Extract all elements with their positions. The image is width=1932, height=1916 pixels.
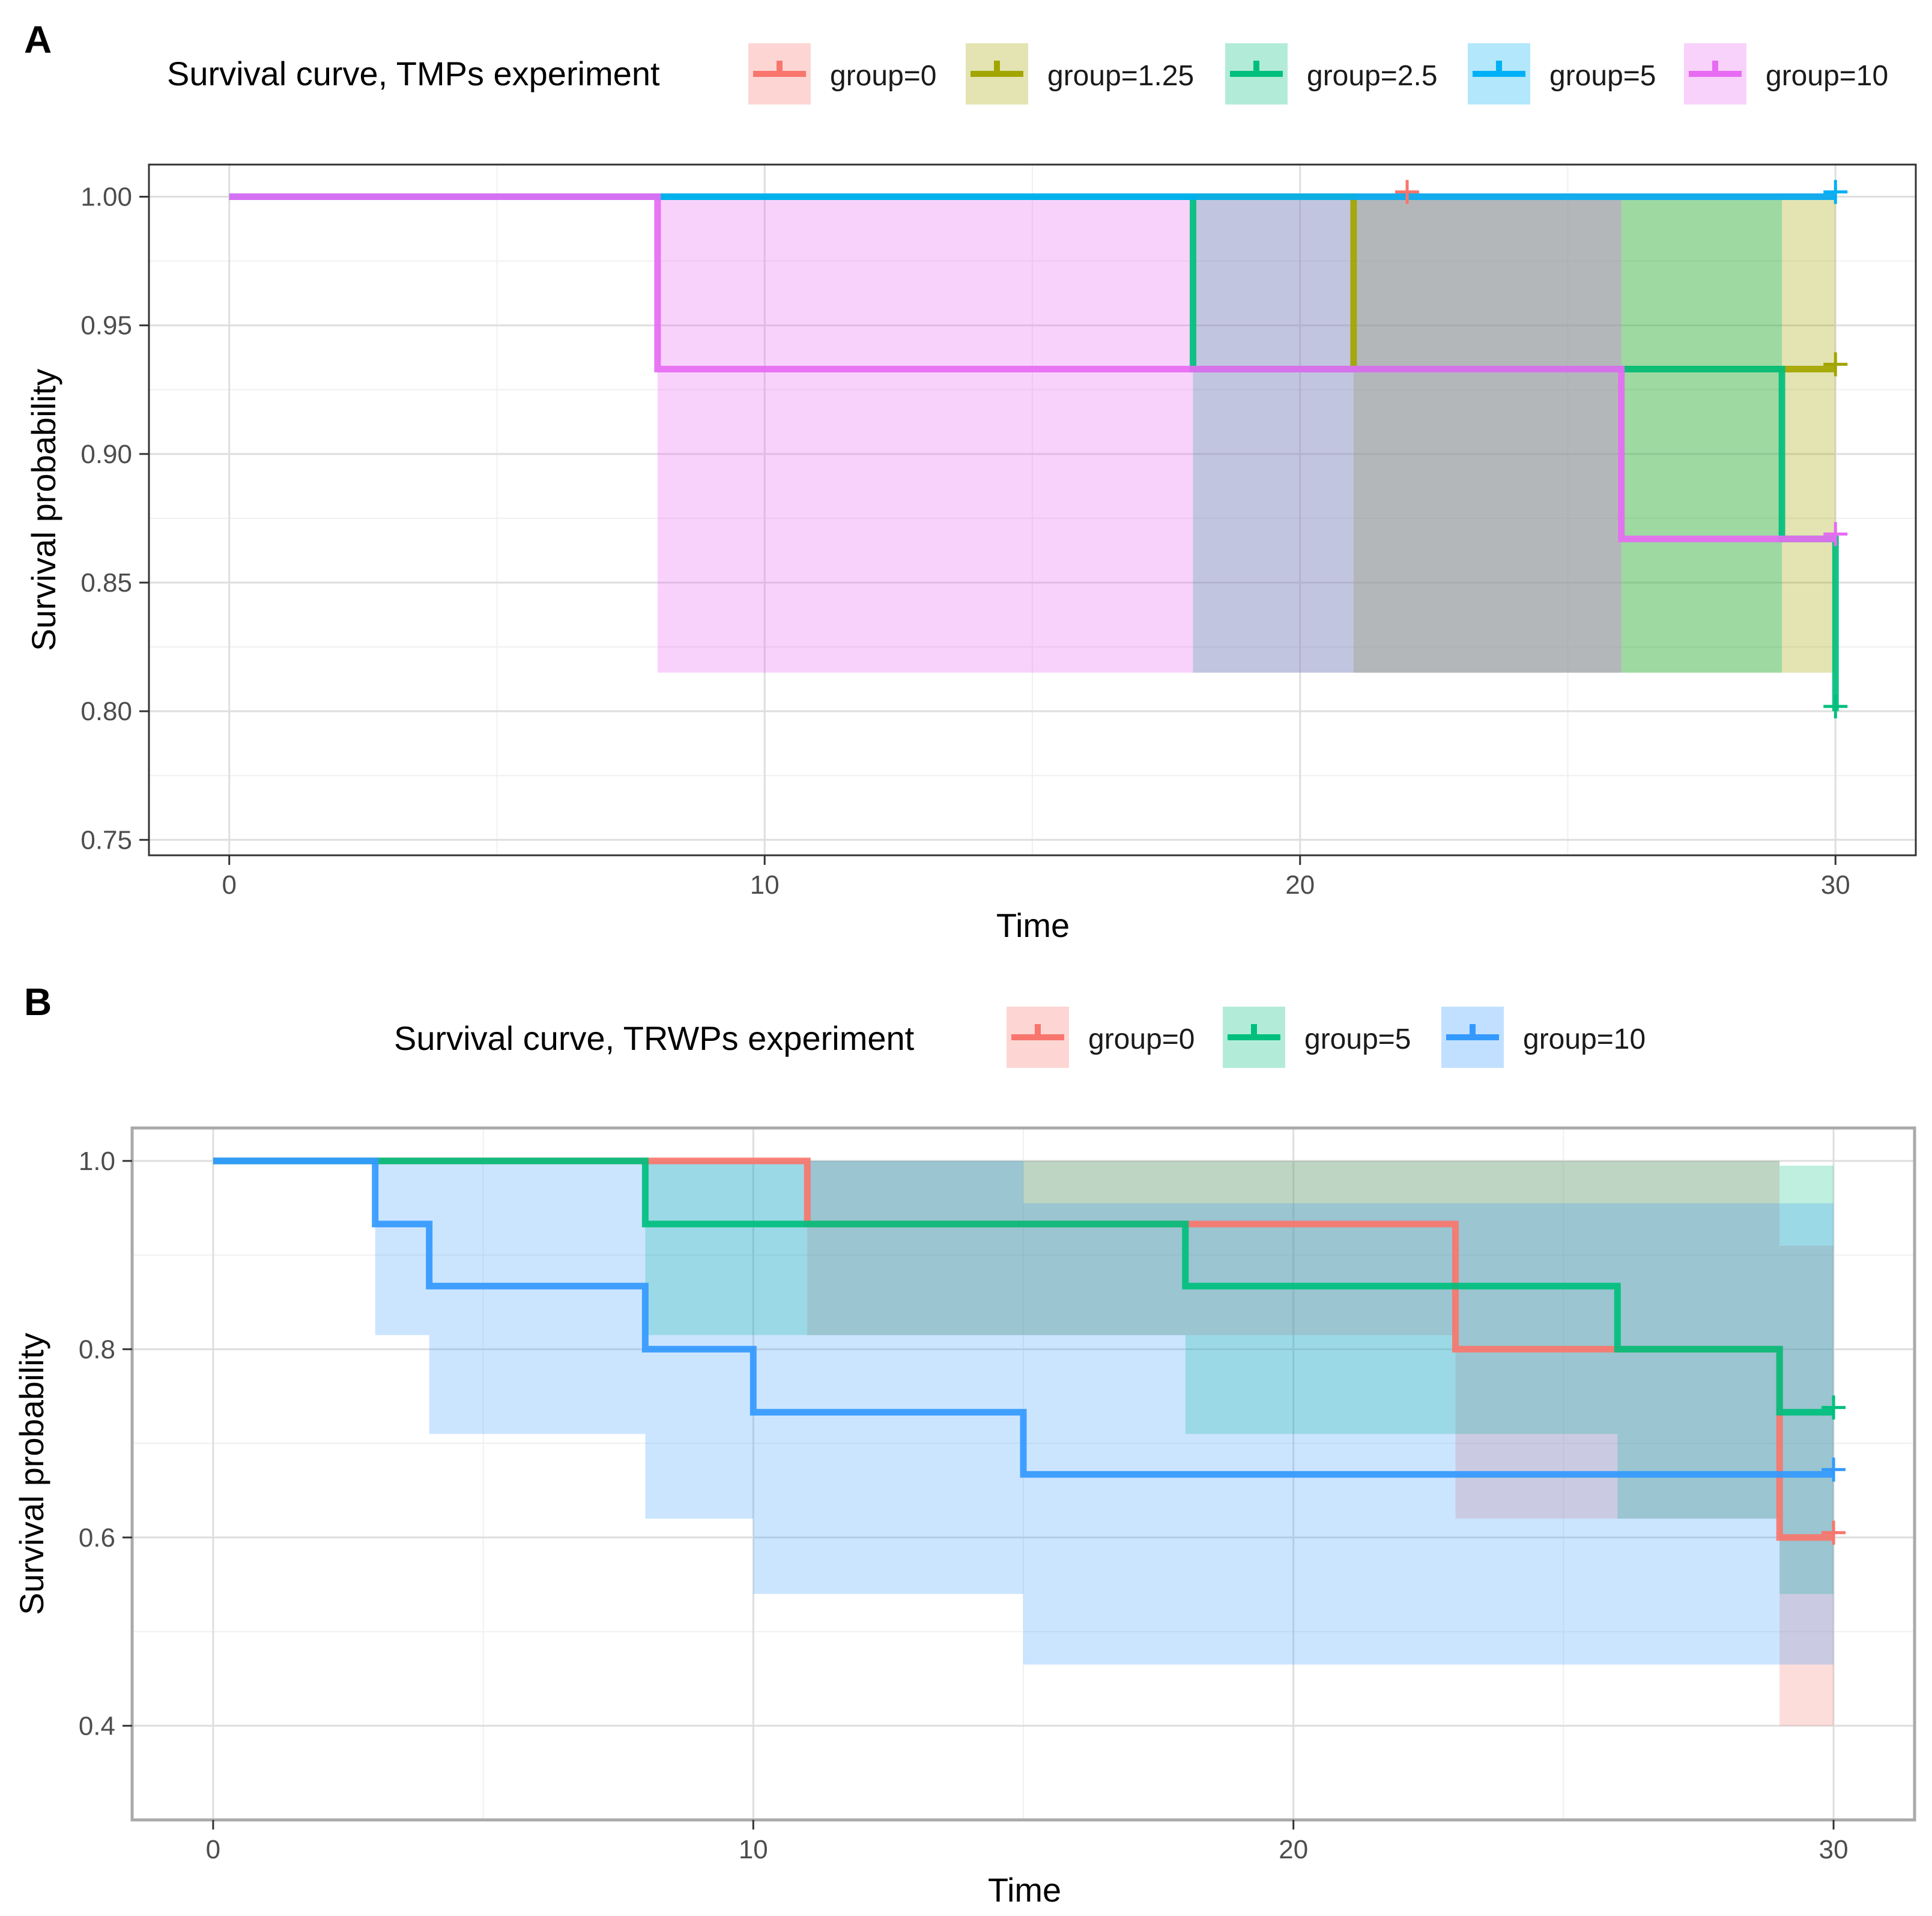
- x-tick-label: 30: [1819, 1835, 1849, 1864]
- ci-band-group-10: [645, 1160, 754, 1519]
- ci-band-group-10: [429, 1160, 646, 1434]
- ci-band-group-5: [1779, 1165, 1834, 1594]
- ci-band-group-5: [1617, 1160, 1780, 1519]
- panel-b-legend-title: Survival curve, TRWPs experiment: [394, 1019, 915, 1057]
- y-tick-label: 0.6: [79, 1523, 115, 1553]
- y-tick-label: 0.75: [80, 825, 132, 855]
- legend-key-group-5: group=5: [1223, 1007, 1411, 1068]
- censor-mark-group-10: [1821, 1457, 1846, 1482]
- x-tick-label: 20: [1279, 1835, 1308, 1864]
- x-tick-label: 30: [1821, 870, 1850, 900]
- legend-label: group=10: [1766, 60, 1888, 92]
- legend-key-group-0: group=0: [748, 43, 937, 105]
- x-tick-label: 20: [1285, 870, 1315, 900]
- ci-band-group-5: [645, 1160, 1186, 1335]
- panel-b: B Survival curve, TRWPs experiment group…: [13, 980, 1916, 1909]
- censor-mark-group-5: [1823, 180, 1848, 204]
- ci-band-group-10: [1023, 1203, 1834, 1665]
- survival-curve-group-5: [213, 1157, 1834, 1416]
- censor-mark-group-5: [1821, 1395, 1846, 1420]
- panel-a-confidence-bands: [657, 196, 1836, 673]
- y-tick-label: 1.00: [80, 183, 132, 212]
- panel-a-legend-title: Survival curve, TMPs experiment: [167, 55, 660, 92]
- censor-mark-group-10: [1823, 522, 1848, 547]
- y-tick-label: 0.95: [80, 311, 132, 341]
- legend-label: group=10: [1523, 1023, 1646, 1055]
- ci-band-group-0: [807, 1160, 1456, 1335]
- ci-band-group-1-25: [1353, 196, 1836, 673]
- survival-curve-group-10: [229, 193, 1836, 542]
- ci-band-group-5: [1185, 1160, 1618, 1434]
- panel-b-plot-border: [130, 1126, 1916, 1822]
- survival-curve-group-10: [213, 1157, 1834, 1478]
- legend-label: group=0: [1088, 1023, 1195, 1055]
- y-tick-label: 0.80: [80, 697, 132, 726]
- panel-b-x-axis-title: Time: [988, 1871, 1061, 1909]
- panel-a-legend: group=0 group=1.25 group=2.5 group=5: [748, 43, 1888, 105]
- censor-mark-group-0: [1821, 1520, 1846, 1545]
- legend-label: group=1.25: [1047, 60, 1194, 92]
- panel-a-letter: A: [24, 18, 52, 61]
- legend-label: group=2.5: [1307, 60, 1438, 92]
- ci-band-group-10: [753, 1160, 1023, 1594]
- censor-mark-group-2-5: [1823, 694, 1848, 719]
- panel-b-legend: group=0 group=5 group=10: [1007, 1007, 1646, 1068]
- x-tick-label: 10: [750, 870, 780, 900]
- legend-label: group=0: [830, 60, 937, 92]
- y-tick-label: 0.8: [79, 1335, 115, 1364]
- panel-b-curves: [213, 1157, 1834, 1541]
- panel-a: A Survival curve, TMPs experiment group=…: [24, 18, 1917, 944]
- panel-a-censor-marks: [1395, 180, 1848, 719]
- panel-b-censor-marks: [1821, 1395, 1846, 1545]
- legend-key-group-2-5: group=2.5: [1225, 43, 1438, 105]
- legend-key-group-1-25: group=1.25: [966, 43, 1194, 105]
- panel-b-confidence-bands: [375, 1160, 1834, 1726]
- ci-band-group-0: [1779, 1245, 1834, 1726]
- y-tick-label: 0.90: [80, 440, 132, 469]
- panel-b-letter: B: [24, 980, 52, 1023]
- y-tick-label: 0.85: [80, 568, 132, 598]
- legend-key-group-5: group=5: [1468, 43, 1656, 105]
- legend-label: group=5: [1549, 60, 1656, 92]
- ci-band-group-2-5: [1193, 196, 1782, 673]
- legend-label: group=5: [1304, 1023, 1411, 1055]
- ci-band-group-10: [375, 1160, 429, 1335]
- ci-band-group-10: [657, 196, 1622, 673]
- legend-key-group-10: group=10: [1441, 1007, 1646, 1068]
- x-tick-label: 10: [739, 1835, 768, 1864]
- legend-key-group-0: group=0: [1007, 1007, 1195, 1068]
- y-tick-label: 0.4: [79, 1711, 115, 1741]
- legend-key-group-10: group=10: [1684, 43, 1888, 105]
- panel-a-x-axis-title: Time: [996, 906, 1070, 944]
- panel-b-y-axis-title: Survival probability: [13, 1333, 50, 1615]
- y-tick-label: 1.0: [79, 1147, 115, 1176]
- censor-mark-group-1-25: [1823, 352, 1848, 377]
- panel-b-axis-ticks: 0.4 0.6 0.8 1.0 0 10 20 30: [79, 1147, 1849, 1864]
- panel-a-axis-ticks: 0.75 0.80 0.85 0.90 0.95 1.00 0 10 20 30: [80, 183, 1850, 900]
- censor-mark-group-0: [1395, 180, 1420, 204]
- x-tick-label: 0: [206, 1835, 220, 1864]
- panel-a-plot-border: [148, 163, 1917, 856]
- x-tick-label: 0: [222, 870, 236, 900]
- panel-a-y-axis-title: Survival probability: [25, 369, 62, 651]
